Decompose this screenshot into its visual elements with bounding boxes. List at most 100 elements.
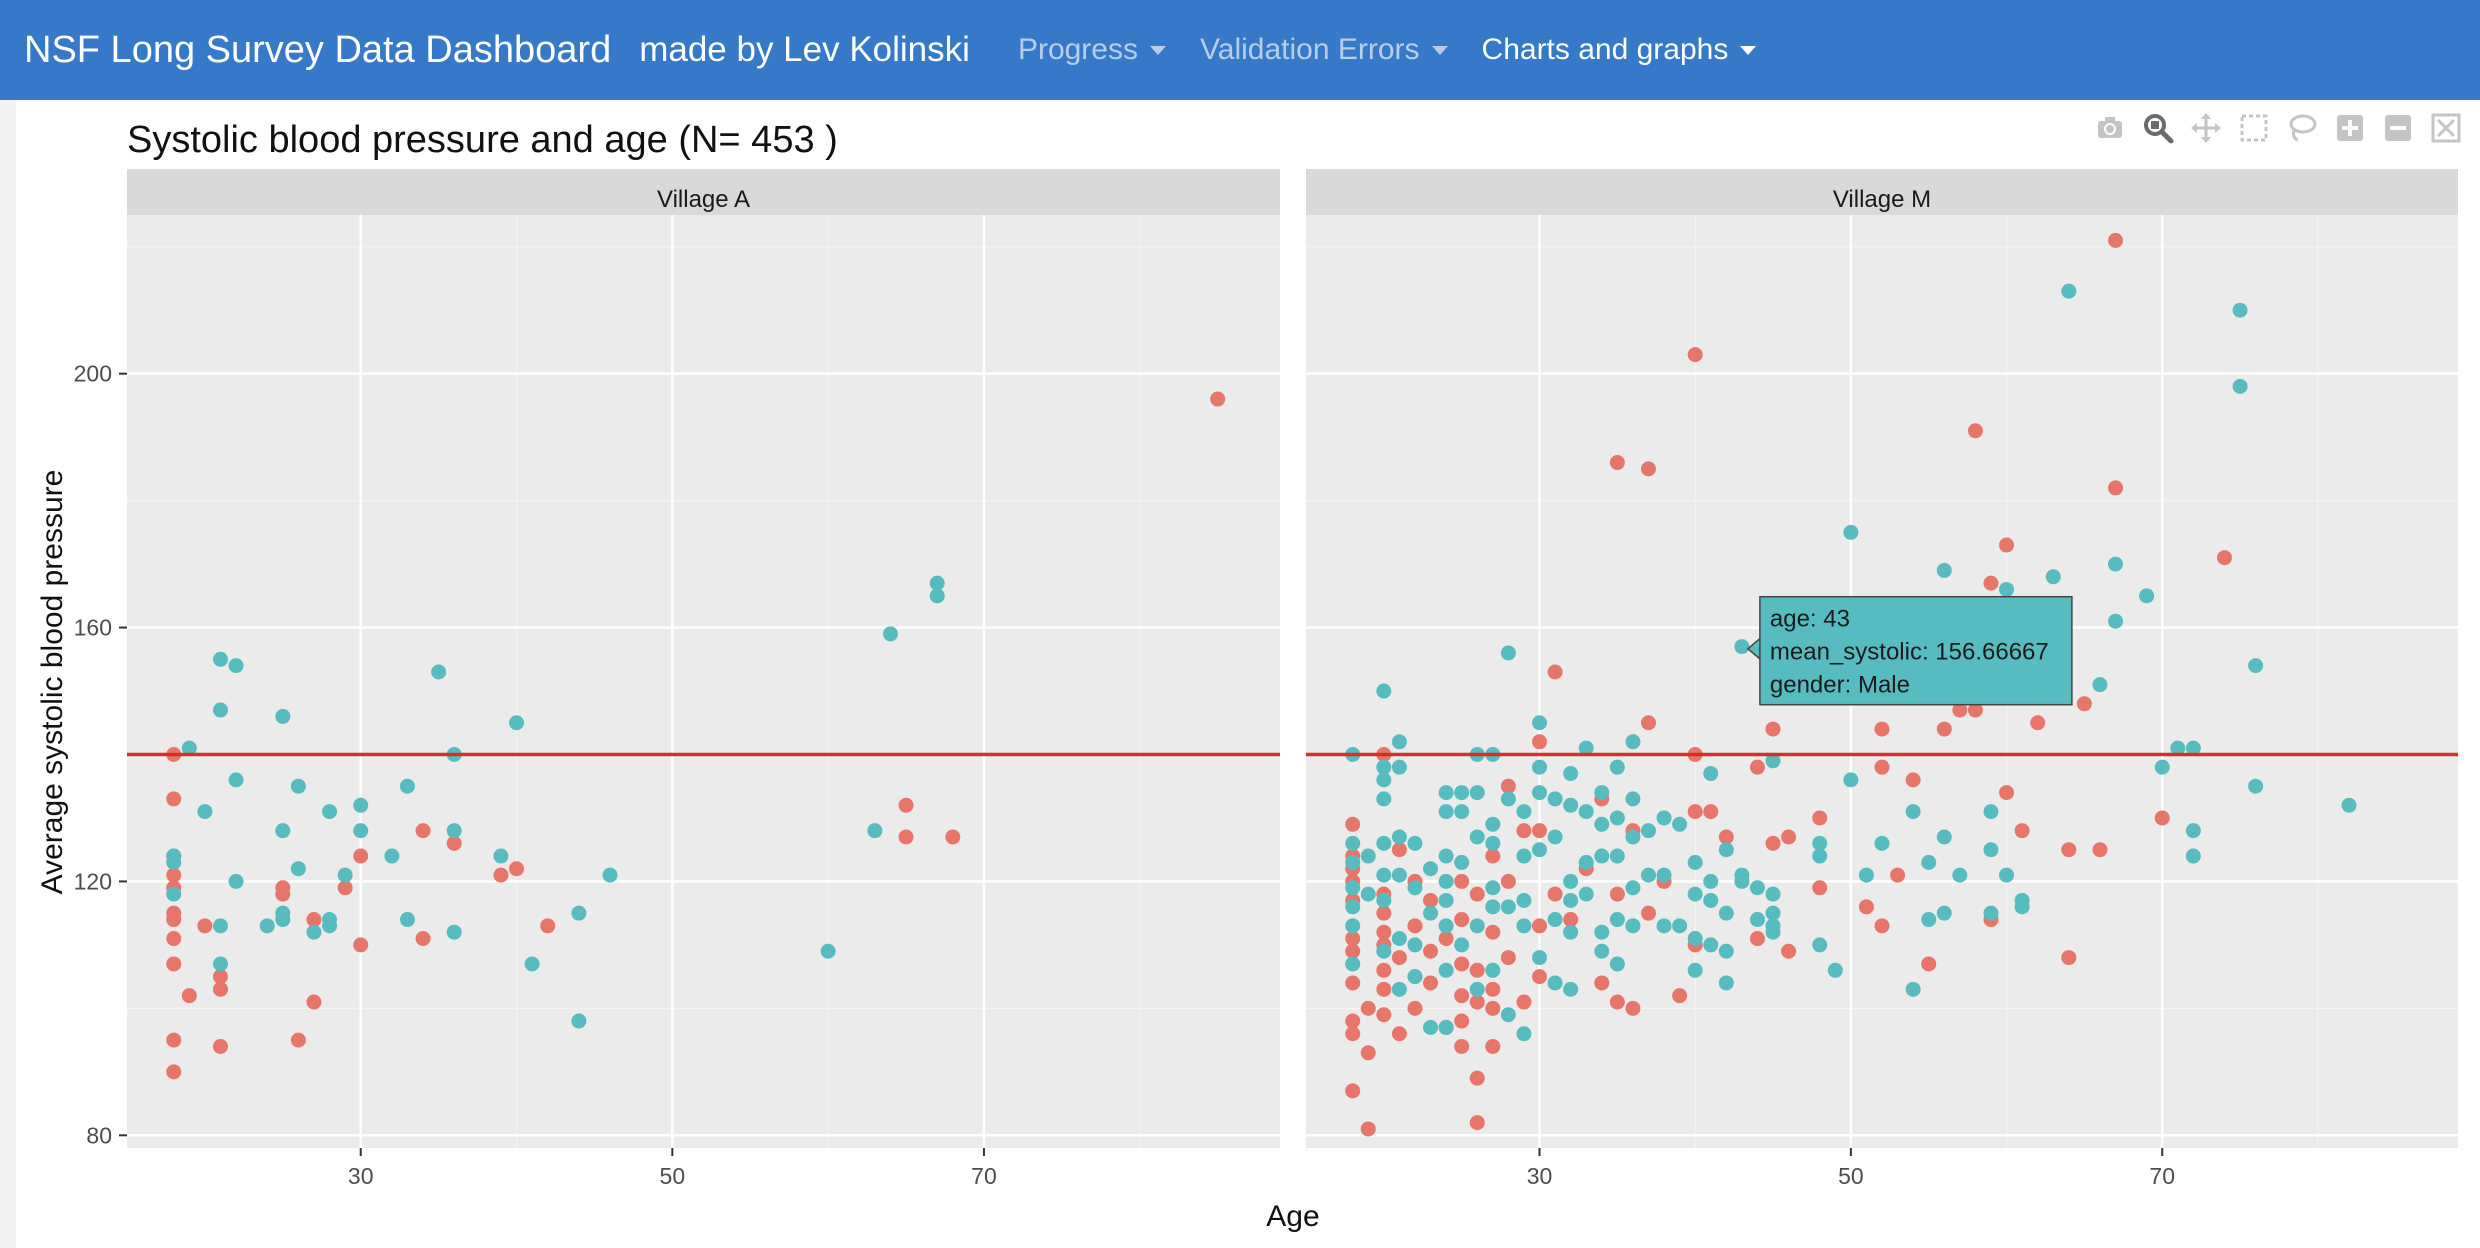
data-point-male — [1563, 892, 1579, 908]
pan-icon[interactable] — [2182, 108, 2230, 148]
data-point-female — [1874, 759, 1890, 775]
data-point-male — [1609, 912, 1625, 928]
data-point-male — [353, 797, 369, 813]
data-point-female — [1454, 988, 1470, 1004]
autoscale-icon[interactable] — [2422, 108, 2470, 148]
data-point-male — [1687, 854, 1703, 870]
data-point-male — [322, 918, 338, 934]
data-point-male — [929, 588, 945, 604]
data-point-female — [1609, 994, 1625, 1010]
data-point-female — [1345, 1026, 1361, 1042]
data-point-female — [1423, 975, 1439, 991]
validation-errors-menu[interactable]: Validation Errors — [1200, 33, 1448, 67]
data-point-female — [1999, 537, 2015, 553]
data-point-male — [1376, 683, 1392, 699]
data-point-male — [1376, 835, 1392, 851]
data-point-male — [1345, 854, 1361, 870]
data-point-male — [337, 867, 353, 883]
data-point-female — [1609, 455, 1625, 471]
data-point-male — [1734, 867, 1750, 883]
data-point-male — [1983, 905, 1999, 921]
data-point-male — [1765, 886, 1781, 902]
data-point-male — [1578, 740, 1594, 756]
data-point-male — [1469, 829, 1485, 845]
data-point-male — [1563, 981, 1579, 997]
data-point-male — [2108, 613, 2124, 629]
data-point-male — [1391, 829, 1407, 845]
data-point-male — [1407, 937, 1423, 953]
data-point-male — [1921, 854, 1937, 870]
data-point-male — [275, 912, 291, 928]
data-point-female — [1469, 886, 1485, 902]
data-point-male — [2341, 797, 2357, 813]
data-point-male — [290, 778, 306, 794]
data-point-male — [1718, 943, 1734, 959]
lasso-icon[interactable] — [2278, 108, 2326, 148]
data-point-male — [1438, 804, 1454, 820]
data-point-female — [1858, 899, 1874, 915]
camera-icon[interactable] — [2086, 108, 2134, 148]
box-select-icon[interactable] — [2230, 108, 2278, 148]
data-point-female — [166, 1064, 182, 1080]
data-point-female — [1936, 721, 1952, 737]
data-point-female — [1469, 962, 1485, 978]
data-point-female — [1874, 721, 1890, 737]
data-point-female — [1999, 785, 2015, 801]
data-point-female — [1500, 873, 1516, 889]
data-point-male — [1345, 956, 1361, 972]
data-point-male — [1765, 905, 1781, 921]
plot-modebar — [2086, 108, 2470, 148]
app-title[interactable]: NSF Long Survey Data Dashboard — [24, 28, 612, 71]
progress-menu[interactable]: Progress — [1018, 33, 1166, 67]
charts-graphs-menu-label: Charts and graphs — [1481, 33, 1729, 66]
data-point-male — [1376, 759, 1392, 775]
data-point-male — [1812, 848, 1828, 864]
data-point-male — [1687, 931, 1703, 947]
data-point-male — [1376, 772, 1392, 788]
data-point-male — [1438, 892, 1454, 908]
data-point-male — [259, 918, 275, 934]
left-edge-strip — [0, 100, 16, 1248]
data-point-male — [1438, 962, 1454, 978]
validation-errors-menu-label: Validation Errors — [1199, 33, 1420, 66]
data-point-male — [1438, 873, 1454, 889]
data-point-male — [1454, 854, 1470, 870]
data-point-female — [1532, 918, 1548, 934]
data-point-male — [2092, 677, 2108, 693]
data-point-male — [1407, 880, 1423, 896]
charts-graphs-menu[interactable]: Charts and graphs — [1482, 33, 1757, 67]
data-point-male — [1516, 848, 1532, 864]
data-point-male — [1563, 797, 1579, 813]
data-point-male — [493, 848, 509, 864]
data-point-male — [1625, 918, 1641, 934]
data-point-male — [1718, 905, 1734, 921]
data-point-female — [1547, 664, 1563, 680]
data-point-male — [1905, 804, 1921, 820]
data-point-female — [166, 867, 182, 883]
data-point-female — [1812, 880, 1828, 896]
data-point-male — [1516, 892, 1532, 908]
x-tick-label: 30 — [1527, 1163, 1553, 1189]
data-point-male — [2014, 899, 2030, 915]
data-point-male — [1423, 861, 1439, 877]
data-point-male — [1609, 956, 1625, 972]
data-point-male — [1547, 975, 1563, 991]
data-point-male — [1438, 918, 1454, 934]
data-point-female — [166, 791, 182, 807]
data-point-male — [1843, 524, 1859, 540]
data-point-female — [1469, 1070, 1485, 1086]
data-point-male — [166, 854, 182, 870]
data-point-male — [524, 956, 540, 972]
data-point-male — [212, 918, 228, 934]
data-point-female — [1360, 1000, 1376, 1016]
zoom-out-icon[interactable] — [2374, 108, 2422, 148]
data-point-female — [898, 829, 914, 845]
data-point-male — [1469, 981, 1485, 997]
zoom-in-icon[interactable] — [2326, 108, 2374, 148]
zoom-icon[interactable] — [2134, 108, 2182, 148]
data-point-female — [1391, 842, 1407, 858]
data-point-female — [212, 1038, 228, 1054]
data-point-male — [1609, 759, 1625, 775]
data-point-male — [431, 664, 447, 680]
